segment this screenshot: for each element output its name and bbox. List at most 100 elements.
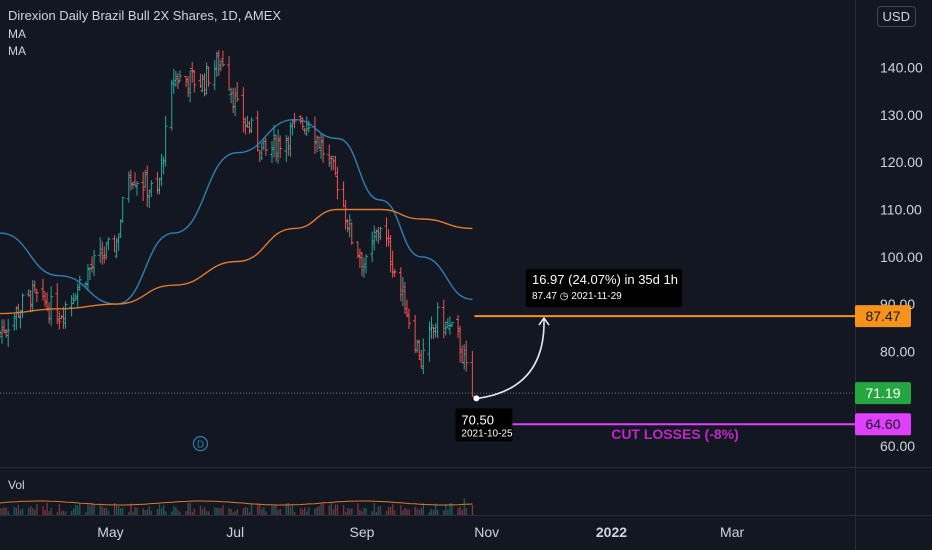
volume-bar [304,507,306,515]
volume-bar [320,503,322,515]
volume-bar [234,511,236,515]
volume-bar [261,509,263,515]
ma-slow-line [0,208,473,315]
target-price-label: 87.47 [865,308,900,324]
projection-arrow[interactable] [478,318,545,400]
volume-bar [89,505,91,515]
volume-bar [93,504,95,515]
volume-bar [148,506,150,515]
volume-bar [293,511,296,515]
volume-bar [118,506,120,515]
volume-bar [434,503,437,515]
volume-bar [203,507,206,515]
volume-bar [150,510,153,515]
volume-bar [185,511,187,515]
volume-bar [244,506,247,515]
volume-bar [463,498,465,515]
volume-bar [87,503,89,515]
volume-bar [289,506,292,515]
volume-bar [471,504,474,515]
volume-bar [187,503,189,515]
volume-bar [359,510,361,515]
volume-bar [156,508,159,515]
volume-bar [306,511,308,515]
volume-bar [158,504,161,515]
volume-bar [1,508,3,515]
projection-arrowhead [538,316,550,326]
volume-bar [242,508,245,515]
volume-bar [28,507,30,515]
volume-bar [218,508,220,515]
volume-bar [285,503,287,515]
volume-bar [177,510,179,515]
volume-bar [15,507,18,515]
ma-indicator-label[interactable]: MA [8,27,26,41]
volume-bar [142,508,144,515]
y-tick-label: 130.00 [880,107,923,123]
volume-bar [322,503,324,515]
volume-bar [165,511,167,515]
volume-bar [406,509,408,515]
volume-bar [3,507,5,515]
dividend-icon-letter: D [197,440,204,451]
volume-bar [416,508,418,515]
volume-bar [173,506,175,515]
volume-bar [50,507,52,515]
volume-bar [332,509,335,515]
volume-bar [163,504,165,515]
volume-bar [330,502,332,515]
target-price-label-bg [855,305,911,328]
volume-bar [205,510,208,515]
volume-bar [302,509,304,515]
volume-bar [443,510,445,515]
volume-bar [30,506,32,515]
volume-bar [128,511,130,515]
x-tick-label: 2022 [596,524,627,540]
projection-tooltip [525,269,682,308]
volume-bar [351,508,353,515]
chart-title: Direxion Daily Brazil Bull 2X Shares, 1D… [8,8,282,23]
volume-bar [447,509,449,515]
volume-bar [365,508,367,515]
volume-bar [175,507,177,515]
volume-bar [46,503,48,515]
volume-bar [17,504,20,515]
y-tick-label: 80.00 [880,343,915,359]
volume-bar [404,507,406,515]
projection-start-point[interactable] [473,395,480,402]
volume-bar [0,507,1,515]
volume-bar [79,503,81,515]
volume-bar [461,509,463,515]
y-tick-label: 120.00 [880,154,923,170]
volume-bar [171,511,173,515]
volume-bar [130,503,132,515]
volume-bar [101,505,103,515]
volume-bar [250,503,253,515]
volume-bar [42,506,44,515]
volume-bar [275,504,277,515]
volume-bar [273,505,275,515]
volume-bar [19,509,22,515]
volume-bar [414,506,416,515]
volume-bar [77,505,79,515]
volume-bar [349,508,351,515]
y-tick-label: 140.00 [880,60,923,76]
volume-bar [103,507,105,515]
volume-bar [259,503,261,515]
ma-indicator-label[interactable]: MA [8,44,26,58]
volume-bar [300,507,302,515]
volume-bar [36,503,38,515]
ma-fast-line [0,118,473,305]
volume-bar [334,504,337,515]
currency-button[interactable]: USD [876,6,916,27]
volume-bar [60,511,63,515]
volume-bar [62,510,65,515]
volume-bar [428,511,431,515]
volume-bar [432,510,435,515]
dividend-icon[interactable] [192,436,209,452]
volume-bar [408,509,410,515]
volume-bar [328,505,330,515]
volume-bar [160,508,163,515]
